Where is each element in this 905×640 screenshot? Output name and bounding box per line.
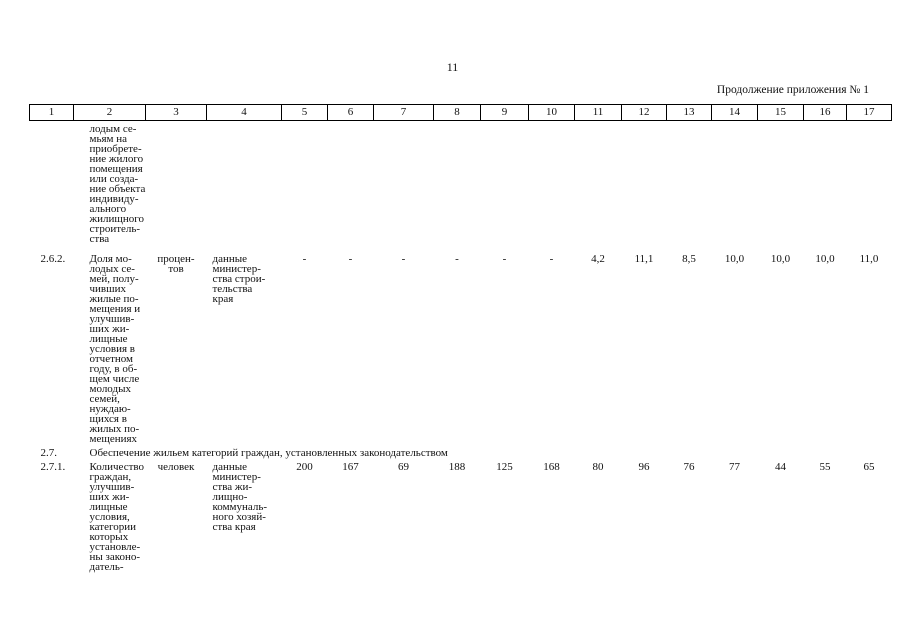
value-cell: 8,5 bbox=[682, 253, 696, 265]
value-cell: - bbox=[549, 253, 554, 265]
value-cell: 11,0 bbox=[859, 253, 879, 265]
value-cell: 167 bbox=[342, 461, 359, 473]
table-row-section-2-7: 2.7. Обеспечение жильем категорий гражда… bbox=[30, 444, 892, 462]
indicator-name: Количество граждан, улучшив- ших жи- лищ… bbox=[89, 461, 145, 573]
header-col-10: 10 bbox=[528, 104, 575, 121]
data-source: данные министер- ства жи- лищно- коммуна… bbox=[212, 461, 268, 533]
table-row-2-7-1: 2.7.1. Количество граждан, улучшив- ших … bbox=[30, 461, 892, 573]
header-row: 1 2 3 4 5 6 7 8 9 10 11 12 13 14 15 16 1… bbox=[29, 104, 892, 121]
value-cell: - bbox=[401, 253, 406, 265]
value-cell: 69 bbox=[398, 461, 409, 473]
header-col-6: 6 bbox=[327, 104, 374, 121]
unit-of-measure: человек bbox=[157, 461, 195, 473]
header-col-8: 8 bbox=[433, 104, 481, 121]
value-cell: - bbox=[502, 253, 507, 265]
header-col-4: 4 bbox=[206, 104, 282, 121]
header-col-2: 2 bbox=[73, 104, 146, 121]
value-cell: 65 bbox=[863, 461, 875, 473]
header-col-12: 12 bbox=[621, 104, 667, 121]
value-cell: 10,0 bbox=[770, 253, 791, 265]
value-cell: 188 bbox=[448, 461, 466, 473]
table-row-continuation: лодым се- мьям на приобрете- ние жилого … bbox=[30, 121, 892, 245]
indicators-table: 1 2 3 4 5 6 7 8 9 10 11 12 13 14 15 16 1… bbox=[29, 104, 892, 573]
table-row-2-6-2: 2.6.2. Доля мо- лодых се- мей, полу- чив… bbox=[30, 244, 892, 445]
value-cell: - bbox=[302, 253, 307, 265]
value-cell: 80 bbox=[592, 461, 604, 473]
header-col-11: 11 bbox=[574, 104, 622, 121]
value-cell: 10,0 bbox=[724, 253, 745, 265]
value-cell: 76 bbox=[683, 461, 695, 473]
row-number: 2.7.1. bbox=[40, 461, 66, 473]
header-col-7: 7 bbox=[373, 104, 434, 121]
header-col-13: 13 bbox=[666, 104, 712, 121]
value-cell: 77 bbox=[729, 461, 740, 473]
unit-of-measure: процен- тов bbox=[157, 253, 195, 275]
value-cell: - bbox=[455, 253, 459, 265]
value-cell: 200 bbox=[296, 461, 313, 473]
indicator-name: Доля мо- лодых се- мей, полу- чивших жил… bbox=[89, 253, 141, 445]
header-col-1: 1 bbox=[29, 104, 74, 121]
row-number: 2.6.2. bbox=[40, 253, 66, 265]
header-col-9: 9 bbox=[480, 104, 529, 121]
section-number: 2.7. bbox=[40, 447, 58, 459]
continuation-label: Продолжение приложения № 1 bbox=[716, 84, 869, 96]
value-cell: 4,2 bbox=[591, 253, 605, 265]
header-col-17: 17 bbox=[846, 104, 892, 121]
indicator-name-continuation: лодым се- мьям на приобрете- ние жилого … bbox=[89, 123, 146, 245]
header-col-5: 5 bbox=[281, 104, 328, 121]
value-cell: 44 bbox=[775, 461, 786, 473]
value-cell: 11,1 bbox=[634, 253, 654, 265]
header-col-3: 3 bbox=[145, 104, 207, 121]
value-cell: 96 bbox=[638, 461, 650, 473]
value-cell: 55 bbox=[819, 461, 831, 473]
value-cell: 168 bbox=[543, 461, 560, 473]
header-col-16: 16 bbox=[803, 104, 847, 121]
section-title: Обеспечение жильем категорий граждан, ус… bbox=[89, 447, 448, 459]
header-col-15: 15 bbox=[757, 104, 804, 121]
value-cell: - bbox=[348, 253, 353, 265]
data-source: данные министер- ства строи- тельства кр… bbox=[212, 253, 266, 305]
value-cell: 10,0 bbox=[815, 253, 835, 265]
page-number: 11 bbox=[446, 60, 459, 74]
value-cell: 125 bbox=[496, 461, 513, 473]
header-col-14: 14 bbox=[711, 104, 758, 121]
